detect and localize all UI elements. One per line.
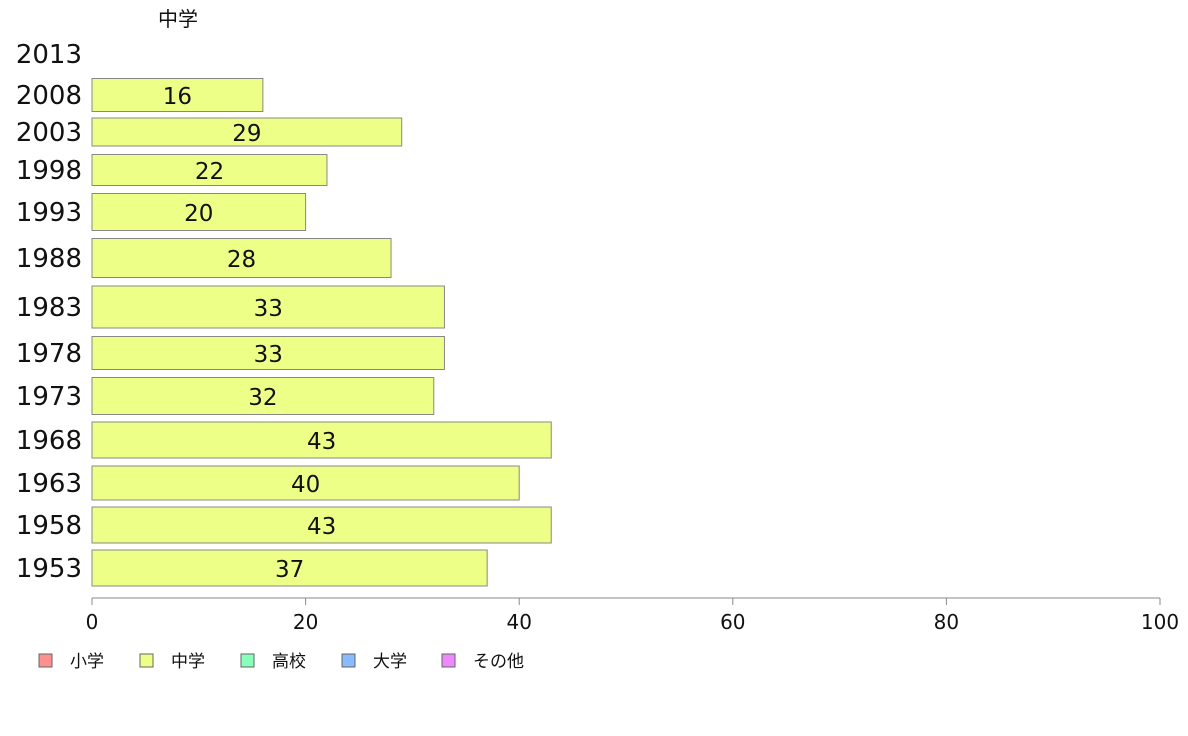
bar [91,117,403,147]
data-label: 33 [254,296,283,322]
data-label: 43 [307,514,336,540]
x-tick-label: 40 [506,610,531,634]
bar [91,285,445,329]
x-tick-label: 20 [293,610,318,634]
bar [91,465,520,501]
legend-item: 大学 [341,652,407,672]
y-tick-label: 1963 [16,469,82,499]
x-tick-label: 0 [86,610,99,634]
bar [91,336,445,370]
legend-swatch [139,653,154,668]
y-tick-label: 1978 [16,339,82,369]
data-label: 22 [195,159,224,185]
legend-item: 小学 [38,652,104,672]
data-label: 43 [307,429,336,455]
data-label: 29 [232,121,261,147]
x-tick-label: 80 [934,610,959,634]
legend-item: その他 [441,652,524,672]
y-tick-label: 1998 [16,156,82,186]
x-tick-label: 100 [1141,610,1179,634]
y-tick-label: 2008 [16,81,82,111]
legend-swatch [240,653,255,668]
data-label: 16 [163,84,192,110]
legend: 小学 中学 高校 大学 その他 [38,652,524,672]
legend-item: 高校 [240,652,306,672]
data-label: 40 [291,472,320,498]
y-tick-label: 1988 [16,244,82,274]
legend-swatch [341,653,356,668]
legend-label: 中学 [171,652,205,672]
bar [91,421,552,459]
y-tick-label: 1958 [16,511,82,541]
data-label: 28 [227,247,256,273]
data-label: 32 [248,385,277,411]
x-axis: 0 20 40 60 80 100 [86,597,1179,634]
legend-label: 小学 [70,652,104,672]
y-tick-label: 1953 [16,554,82,584]
data-label: 20 [184,201,213,227]
bar [91,193,307,231]
bar [91,549,488,587]
bar [91,377,435,415]
legend-swatch [38,653,53,668]
chart-title: 中学 [158,7,198,31]
bar [91,78,264,112]
y-tick-label: 1983 [16,293,82,323]
y-tick-label: 1968 [16,426,82,456]
legend-label: 大学 [373,652,407,672]
bar [91,238,392,278]
data-label: 33 [254,342,283,368]
legend-label: 高校 [272,652,306,672]
bar [91,506,552,544]
data-label: 37 [275,557,304,583]
y-tick-label: 2003 [16,118,82,148]
legend-swatch [441,653,456,668]
y-tick-label: 1973 [16,382,82,412]
bar [91,154,328,186]
y-tick-label: 1993 [16,198,82,228]
legend-label: その他 [473,652,524,672]
y-tick-label: 2013 [16,40,82,70]
legend-item: 中学 [139,652,205,672]
x-tick-label: 60 [720,610,745,634]
y-axis-labels: 2013 2008 2003 1998 1993 1988 1983 1978 1973 1968… [16,40,82,584]
